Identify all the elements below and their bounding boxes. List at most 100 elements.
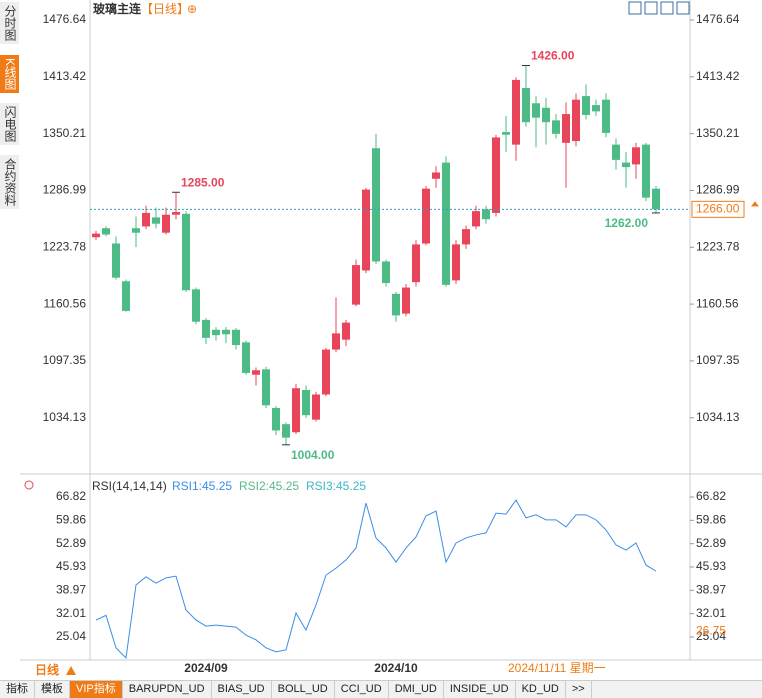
period-arrow[interactable] <box>66 666 76 675</box>
candle-body <box>192 289 200 322</box>
indicator-tab[interactable]: 模板 <box>35 681 70 698</box>
last-price-arrow <box>751 201 759 207</box>
y-tick-label: 38.97 <box>56 583 86 597</box>
add-icon[interactable]: ⊕ <box>187 2 197 16</box>
y-tick-label: 32.01 <box>56 606 86 620</box>
toolbar-icons[interactable] <box>628 1 690 15</box>
y-tick-label-right: 25.04 <box>696 629 726 643</box>
period-button-label[interactable]: 日线 <box>35 662 59 677</box>
y-tick-label: 1476.64 <box>43 12 87 26</box>
candle-body <box>202 319 210 338</box>
candle-body <box>242 342 250 373</box>
y-tick-label-right: 66.82 <box>696 489 726 503</box>
indicator-tab[interactable]: KD_UD <box>516 681 566 698</box>
last-price-label: 1266.00 <box>696 202 740 216</box>
chart: 玻璃主连 【日线】 ⊕ 日线 2024/11/11 星期一 1476.64 147… <box>20 0 762 680</box>
indicator-tabs: 指标 模板 VIP指标 BARUPDN_UD BIAS_UD BOLL_UD CCI_UD D… <box>0 680 762 698</box>
candle-body <box>142 212 150 227</box>
last-value-label: 26.75 <box>696 623 726 637</box>
period-button[interactable] <box>20 661 90 680</box>
candle-body <box>452 244 460 281</box>
y-tick-label-right: 1034.13 <box>696 410 740 424</box>
candle-body <box>292 388 300 433</box>
y-tick-label-right: 1350.21 <box>696 126 740 140</box>
candle-body <box>572 99 580 142</box>
candle-body <box>402 287 410 314</box>
rsi-line <box>95 499 657 659</box>
candle-body <box>632 147 640 165</box>
candle-body <box>92 233 100 238</box>
y-tick-label: 25.04 <box>56 629 86 643</box>
side-tab[interactable]: K线图 <box>0 55 19 95</box>
candle-body <box>262 369 270 406</box>
side-tab[interactable]: 分时图 <box>0 2 19 45</box>
x-tick-label: 2024/09 <box>184 661 228 675</box>
candle-body <box>562 114 570 143</box>
cursor-date: 2024/11/11 星期一 <box>508 661 606 675</box>
candle-body <box>102 228 110 235</box>
side-tab[interactable]: 合约资料 <box>0 155 19 210</box>
settings-icon[interactable] <box>24 480 34 490</box>
candle-body <box>512 79 520 145</box>
candle-body <box>222 329 230 335</box>
candle-body <box>552 120 560 134</box>
candle-body <box>622 162 630 168</box>
y-tick-label-right: 1476.64 <box>696 12 740 26</box>
side-tab[interactable]: 闪电图 <box>0 103 19 146</box>
legend-entry: RSI3:45.25 <box>306 479 366 493</box>
indicator-tab[interactable]: BARUPDN_UD <box>123 681 212 698</box>
candle-body <box>422 188 430 244</box>
candle-body <box>302 390 310 416</box>
candle-body <box>282 424 290 438</box>
symbol: 玻璃主连 <box>93 1 142 16</box>
candle-body <box>462 229 470 245</box>
y-tick-label-right: 1286.99 <box>696 183 740 197</box>
candle-body <box>332 333 340 350</box>
y-tick-label-right: 1160.56 <box>696 296 739 310</box>
y-tick-label-right: 38.97 <box>696 583 726 597</box>
indicator-tab[interactable]: DMI_UD <box>389 681 444 698</box>
annotation-label: 1426.00 <box>531 49 575 63</box>
indicator-tab[interactable]: INSIDE_UD <box>444 681 516 698</box>
y-tick-label-right: 32.01 <box>696 606 726 620</box>
y-tick-label: 59.86 <box>56 512 86 526</box>
y-tick-label: 66.82 <box>56 489 86 503</box>
candle-body <box>492 137 500 213</box>
annotation-label: 1262.00 <box>605 216 649 230</box>
candle-body <box>182 213 190 291</box>
indicator-tab[interactable]: 指标 <box>0 681 35 698</box>
indicator-tab[interactable]: VIP指标 <box>70 681 123 698</box>
indicator-tab[interactable]: CCI_UD <box>335 681 389 698</box>
candle-body <box>322 349 330 395</box>
candle-body <box>652 188 660 210</box>
y-tick-label-right: 1413.42 <box>696 69 740 83</box>
y-tick-label-right: 59.86 <box>696 512 726 526</box>
candle-body <box>172 212 180 215</box>
y-tick-label: 1097.35 <box>43 353 87 367</box>
indicator-tab[interactable]: BIAS_UD <box>212 681 272 698</box>
y-tick-label-right: 45.93 <box>696 559 726 573</box>
candle-body <box>152 217 160 224</box>
y-tick-label: 1286.99 <box>43 183 87 197</box>
candle-body <box>542 107 550 123</box>
candle-body <box>532 103 540 118</box>
x-tick-label: 2024/10 <box>374 661 418 675</box>
y-tick-label-right: 52.89 <box>696 536 726 550</box>
candle-body <box>122 281 130 311</box>
candle-body <box>312 394 320 420</box>
indicator-tab[interactable]: BOLL_UD <box>272 681 335 698</box>
candle-body <box>372 148 380 262</box>
candle-body <box>362 189 370 271</box>
indicator-title: RSI(14,14,14) <box>92 479 167 493</box>
candle-body <box>502 132 510 135</box>
candle-body <box>272 407 280 431</box>
y-tick-label: 1160.56 <box>44 296 87 310</box>
period-tag[interactable]: 【日线】 <box>141 2 189 16</box>
indicator-tab[interactable]: >> <box>566 681 592 698</box>
candle-body <box>232 329 240 346</box>
candle-body <box>612 144 620 160</box>
candle-body <box>132 228 140 233</box>
y-tick-label-right: 1097.35 <box>696 353 740 367</box>
annotation-label: 1285.00 <box>181 175 225 189</box>
